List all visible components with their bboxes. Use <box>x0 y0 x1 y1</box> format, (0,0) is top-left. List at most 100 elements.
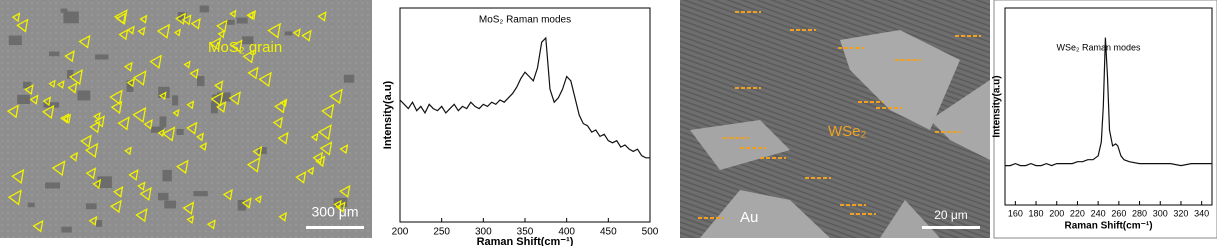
image-label: Au <box>740 209 758 226</box>
grain-marker <box>149 54 162 69</box>
scale-bar <box>922 226 980 229</box>
grain-marker <box>228 91 241 106</box>
spectrum-line <box>399 36 650 159</box>
dark-grain <box>157 192 169 201</box>
grain-marker <box>206 219 216 230</box>
x-tick-label: 200 <box>392 227 409 238</box>
y-axis-title: Intensity(a.u) <box>992 75 1003 137</box>
grain-marker <box>272 116 284 129</box>
grain-marker <box>109 89 123 105</box>
x-tick-label: 340 <box>1194 208 1209 218</box>
grain-marker <box>310 132 319 142</box>
x-tick-label: 220 <box>1070 208 1085 218</box>
sem-image-wse2: WSe₂ Au 20 μm <box>680 0 990 238</box>
grain-marker <box>252 145 263 158</box>
grain-marker <box>267 22 282 39</box>
dark-grain <box>162 169 172 182</box>
grain-marker <box>16 18 29 33</box>
grain-marker <box>80 134 92 148</box>
grain-marker <box>137 181 146 191</box>
grain-marker <box>301 29 312 42</box>
image-label: MoS₂ grain <box>208 39 282 56</box>
dark-grain <box>23 81 32 89</box>
grain-marker <box>110 100 123 115</box>
grain-marker <box>190 17 201 30</box>
grain-marker <box>124 146 132 156</box>
grain-marker <box>292 28 301 38</box>
image-label: WSe₂ <box>828 123 867 140</box>
dark-grain <box>95 54 109 60</box>
dark-grain <box>67 69 74 79</box>
dark-grain <box>224 19 235 25</box>
grain-marker <box>156 23 171 39</box>
grain-marker <box>56 79 65 90</box>
grain-marker <box>42 96 52 107</box>
grain-marker <box>62 113 72 124</box>
grain-marker <box>333 199 342 210</box>
dark-grain <box>199 5 209 13</box>
dark-grain <box>217 92 231 102</box>
dark-grain <box>172 95 179 106</box>
grain-marker <box>126 25 135 35</box>
grain-marker <box>89 120 101 134</box>
grain-marker <box>6 104 19 119</box>
x-tick-label: 180 <box>1029 208 1044 218</box>
grain-marker <box>314 155 326 168</box>
grain-marker <box>92 178 102 190</box>
dark-grain <box>43 102 60 108</box>
dark-grain <box>158 86 170 99</box>
grain-marker <box>94 115 105 128</box>
grain-marker <box>199 141 208 152</box>
y-axis-title: Intensity(a.u) <box>382 80 394 149</box>
grain-marker <box>29 94 39 105</box>
dark-grain <box>17 94 30 104</box>
grain-marker <box>319 141 333 156</box>
grain-marker <box>242 49 255 64</box>
dark-grain <box>196 75 205 87</box>
grain-marker <box>137 26 146 36</box>
grain-marker <box>139 186 152 202</box>
grain-marker <box>230 39 243 53</box>
grain-marker <box>213 80 224 91</box>
grain-marker <box>175 12 187 25</box>
dark-grain <box>236 17 248 24</box>
grain-marker <box>64 50 75 63</box>
chart-title: MoS₂ Raman modes <box>479 15 571 26</box>
scale-bar-label: 300 μm <box>312 204 359 220</box>
dark-grain <box>343 74 355 83</box>
grain-marker <box>139 14 148 24</box>
grain-marker <box>258 71 272 88</box>
grain-marker <box>157 128 165 138</box>
grain-marker <box>210 91 224 107</box>
dark-grain <box>150 126 164 133</box>
grain-marker <box>217 29 226 39</box>
dark-grain <box>60 8 68 13</box>
grain-marker <box>7 189 22 206</box>
grain-marker <box>317 124 332 141</box>
grain-marker <box>85 167 97 180</box>
grain-marker <box>216 19 228 33</box>
grain-marker <box>11 12 21 23</box>
grain-marker <box>209 36 222 51</box>
x-tick-label: 450 <box>600 227 617 238</box>
dark-grain <box>159 116 167 128</box>
grain-marker <box>126 78 135 88</box>
grain-marker <box>306 166 315 176</box>
x-tick-label: 250 <box>433 227 450 238</box>
x-axis-title: Raman Shift(cm⁻¹) <box>477 236 574 246</box>
grain-marker <box>183 60 191 69</box>
grain-marker <box>186 121 198 135</box>
grain-marker <box>24 84 34 96</box>
grain-marker <box>321 103 335 119</box>
grain-marker <box>195 132 204 142</box>
dark-grain <box>61 226 72 233</box>
grain-marker <box>78 34 91 49</box>
grain-marker <box>175 159 189 175</box>
grain-marker <box>247 66 259 80</box>
grain-marker <box>173 28 181 37</box>
x-tick-label: 240 <box>1091 208 1106 218</box>
grain-marker <box>115 12 127 25</box>
grain-marker <box>339 184 351 198</box>
